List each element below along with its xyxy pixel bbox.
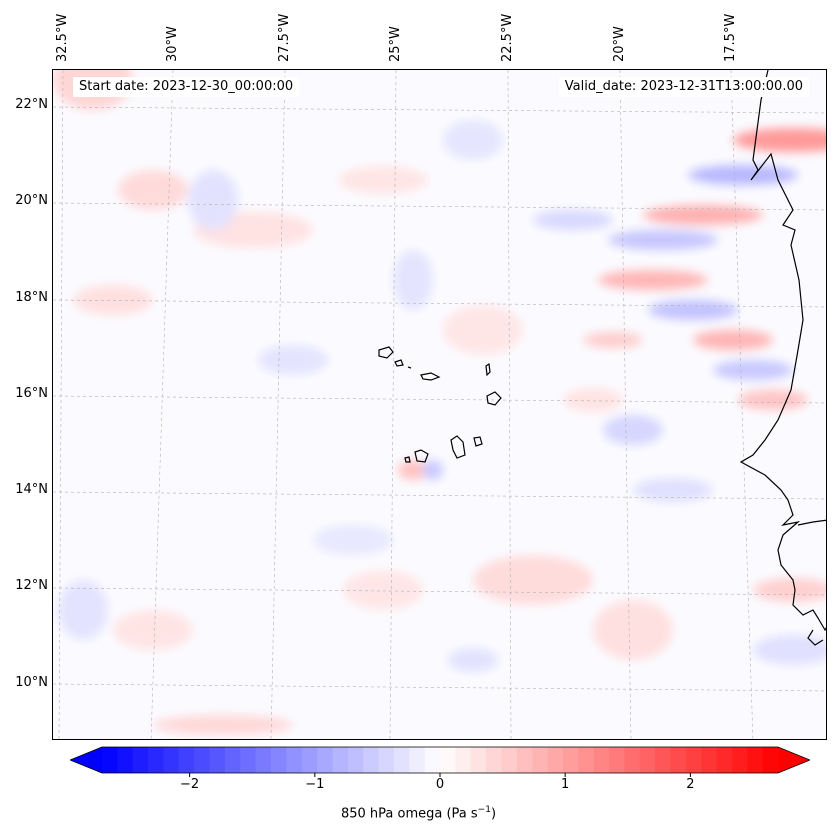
colorbar-step (716, 747, 733, 773)
colorbar-step (224, 747, 241, 773)
colorbar-step (148, 747, 165, 773)
colorbar-step (655, 747, 672, 773)
colorbar-step (132, 747, 149, 773)
colorbar-step (363, 747, 380, 773)
lon-label-32-5w: 32.5°W (55, 13, 70, 62)
colorbar-step (701, 747, 718, 773)
colorbar-ticks: −2 −1 0 1 2 (0, 777, 837, 797)
colorbar-step (424, 747, 441, 773)
island-maio (473, 436, 483, 447)
lon-label-30w: 30°W (165, 26, 180, 62)
colorbar-step (163, 747, 180, 773)
colorbar-tick-label: 1 (561, 777, 570, 792)
colorbar-tick-label: 0 (435, 777, 445, 792)
colorbar-step (286, 747, 303, 773)
colorbar-label-main: 850 hPa omega (Pa s (340, 806, 478, 822)
colorbar-step (455, 747, 472, 773)
colorbar-step (685, 747, 702, 773)
colorbar-step (347, 747, 364, 773)
colorbar-low-extend (70, 747, 102, 773)
colorbar-step (378, 747, 395, 773)
island-santiago (450, 435, 466, 459)
omega-field-contours (53, 70, 826, 735)
valid-date-label: Valid_date: 2023-12-31T13:00:00.00 (558, 77, 809, 97)
coastline (378, 70, 826, 646)
colorbar-label-sup: −1 (477, 805, 491, 815)
lon-label-27-5w: 27.5°W (277, 13, 292, 62)
lon-label-17-5w: 17.5°W (723, 13, 738, 62)
island-brava (404, 456, 411, 463)
colorbar-step (301, 747, 318, 773)
colorbar-step (562, 747, 579, 773)
colorbar-step (516, 747, 533, 773)
colorbar-tick-label: −2 (180, 777, 200, 792)
start-date-label: Start date: 2023-12-30_00:00:00 (73, 77, 300, 97)
lat-label-22n: 22°N (15, 97, 48, 112)
colorbar-tick-label: −1 (305, 777, 325, 792)
colorbar (68, 745, 812, 777)
colorbar-step (102, 747, 118, 773)
colorbar-step (393, 747, 410, 773)
colorbar-step (624, 747, 641, 773)
lat-label-12n: 12°N (15, 578, 48, 593)
colorbar-step (501, 747, 518, 773)
colorbar-step (255, 747, 272, 773)
colorbar-label-end: ) (490, 806, 497, 822)
colorbar-step (271, 747, 287, 773)
colorbar-step (332, 747, 349, 773)
colorbar-step (240, 747, 257, 773)
colorbar-step (194, 747, 211, 773)
colorbar-step (440, 747, 456, 773)
graticule (53, 70, 826, 739)
colorbar-step (578, 747, 595, 773)
colorbar-step (639, 747, 656, 773)
colorbar-step (209, 747, 226, 773)
lon-label-25w: 25°W (388, 26, 403, 62)
colorbar-graphic (68, 746, 812, 777)
lat-label-18n: 18°N (15, 290, 48, 305)
colorbar-step (670, 747, 687, 773)
colorbar-step (178, 747, 195, 773)
colorbar-step (747, 747, 764, 773)
colorbar-high-extend (778, 747, 810, 773)
colorbar-step (547, 747, 564, 773)
omega-field-map (53, 70, 826, 739)
island-sao-nicolau (420, 372, 441, 381)
colorbar-step (317, 747, 334, 773)
colorbar-step (762, 747, 779, 773)
colorbar-step (731, 747, 748, 773)
lat-label-10n: 10°N (15, 675, 48, 690)
lon-label-20w: 20°W (612, 26, 627, 62)
island-santo-antao (378, 346, 394, 359)
colorbar-step (409, 747, 426, 773)
island-sal (485, 362, 491, 377)
colorbar-tick-label: 2 (686, 777, 695, 792)
colorbar-step (486, 747, 503, 773)
lat-label-16n: 16°N (15, 386, 48, 401)
colorbar-step (117, 747, 134, 773)
lat-label-20n: 20°N (15, 193, 48, 208)
colorbar-step (609, 747, 625, 773)
island-sao-vicente (394, 359, 404, 367)
lon-label-22-5w: 22.5°W (500, 13, 515, 62)
colorbar-label: 850 hPa omega (Pa s−1) (0, 805, 837, 821)
island-fogo (414, 449, 429, 463)
colorbar-step (593, 747, 610, 773)
lat-label-14n: 14°N (15, 482, 48, 497)
colorbar-step (532, 747, 549, 773)
colorbar-step (470, 747, 487, 773)
island-boa-vista (486, 391, 502, 406)
map-panel (52, 69, 827, 740)
